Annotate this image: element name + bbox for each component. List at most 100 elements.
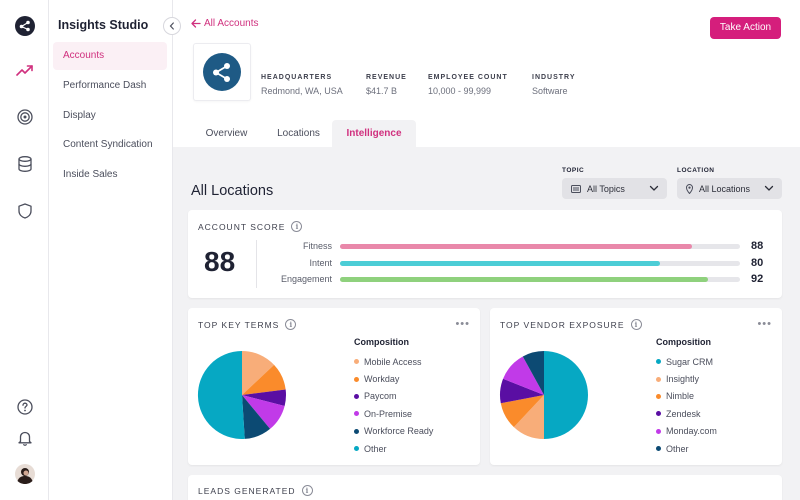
nav-item-accounts[interactable]: Accounts [53, 42, 167, 70]
legend-item: Mobile Access [354, 353, 433, 370]
score-bar-track [340, 277, 740, 282]
score-bar-label: Engagement [280, 274, 332, 284]
legend-item: Paycom [354, 388, 433, 405]
pie-slice [503, 356, 544, 395]
tab-overview[interactable]: Overview [205, 128, 248, 139]
legend-label: On-Premise [364, 408, 413, 419]
score-bar-label: Fitness [302, 241, 332, 251]
take-action-button[interactable]: Take Action [710, 17, 781, 39]
share-icon [203, 53, 241, 91]
info-icon[interactable]: i [630, 319, 642, 330]
nav-title: Insights Studio [58, 18, 149, 32]
nav-item-performance-dash[interactable]: Performance Dash [63, 80, 147, 91]
legend-item: Other [354, 440, 433, 457]
meta-employee-count: EMPLOYEE COUNT 10,000 - 99,999 [428, 74, 508, 96]
legend-swatch [656, 411, 661, 417]
meta-industry: INDUSTRY Software [532, 74, 576, 96]
score-bar-value: 92 [751, 273, 764, 285]
legend-item: Workday [354, 370, 433, 387]
info-icon[interactable]: i [291, 221, 303, 232]
legend-item: Other [656, 440, 717, 457]
chevron-left-icon [169, 22, 174, 30]
bell-icon[interactable] [0, 425, 49, 451]
location-filter-select[interactable]: All Locations [677, 178, 782, 199]
legend-item: Sugar CRM [656, 353, 717, 370]
pie-slice [544, 351, 588, 439]
avatar[interactable] [0, 461, 49, 487]
arrow-left-icon [191, 19, 201, 28]
card-title-text: TOP KEY TERMS [198, 319, 280, 330]
trending-up-icon[interactable] [0, 57, 49, 83]
database-icon[interactable] [0, 151, 49, 177]
divider [256, 240, 257, 288]
legend-title: Composition [656, 337, 711, 347]
app-logo-icon[interactable] [0, 13, 49, 39]
location-filter-label: LOCATION [677, 167, 715, 174]
more-options-icon[interactable]: ••• [757, 318, 772, 330]
legend-label: Paycom [364, 391, 397, 402]
info-icon[interactable]: i [301, 485, 313, 496]
legend-label: Zendesk [666, 408, 701, 419]
legend-swatch [656, 376, 661, 382]
legend-item: Insightly [656, 370, 717, 387]
score-bar-value: 88 [751, 240, 764, 252]
legend-label: Monday.com [666, 426, 717, 437]
info-icon[interactable]: i [285, 319, 297, 330]
legend-swatch [354, 393, 359, 399]
chevron-down-icon [764, 185, 774, 191]
key-terms-legend: Composition Mobile Access Workday Paycom… [354, 337, 433, 457]
meta-label: INDUSTRY [532, 74, 576, 81]
legend-label: Insightly [666, 374, 700, 385]
legend-swatch [656, 393, 661, 399]
legend-swatch [354, 446, 359, 452]
card-title-text: LEADS GENERATED [198, 485, 296, 496]
vendor-legend: Composition Sugar CRM Insightly Nimble Z… [656, 337, 717, 457]
legend-label: Other [666, 443, 689, 454]
collapse-nav-button[interactable] [163, 17, 181, 35]
meta-revenue: REVENUE $41.7 B [366, 74, 407, 96]
back-link[interactable]: All Accounts [191, 18, 258, 29]
main-content: All Accounts Take Action HEADQUARTERS Re… [173, 0, 800, 500]
shield-icon[interactable] [0, 198, 49, 224]
back-link-label: All Accounts [204, 18, 259, 29]
nav-item-content-syndication[interactable]: Content Syndication [63, 139, 153, 150]
legend-item: Zendesk [656, 405, 717, 422]
card-title-text: ACCOUNT SCORE [198, 221, 286, 232]
section-title: All Locations [191, 183, 274, 199]
legend-label: Workforce Ready [364, 426, 434, 437]
meta-label: REVENUE [366, 74, 407, 81]
tab-intelligence[interactable]: Intelligence [332, 120, 416, 147]
nav-item-inside-sales[interactable]: Inside Sales [63, 169, 118, 180]
card-title-text: TOP VENDOR EXPOSURE [500, 319, 625, 330]
list-icon [571, 184, 581, 193]
score-bar-value: 80 [751, 257, 764, 269]
meta-value: Software [532, 86, 568, 96]
nav-item-display[interactable]: Display [63, 110, 96, 121]
pie-slice [242, 364, 286, 395]
tab-locations[interactable]: Locations [277, 128, 320, 139]
score-bar-track [340, 261, 740, 266]
legend-label: Other [364, 443, 387, 454]
help-icon[interactable] [0, 394, 49, 420]
account-score-value: 88 [204, 246, 236, 277]
chevron-down-icon [649, 185, 659, 191]
meta-label: HEADQUARTERS [261, 74, 333, 81]
target-icon[interactable] [0, 104, 49, 130]
legend-title: Composition [354, 337, 409, 347]
meta-label: EMPLOYEE COUNT [428, 74, 508, 81]
legend-swatch [354, 411, 359, 417]
top-vendor-exposure-card: TOP VENDOR EXPOSURE i ••• Composition Su… [490, 308, 782, 465]
legend-item: Nimble [656, 388, 717, 405]
top-key-terms-card: TOP KEY TERMS i ••• Composition Mobile A… [188, 308, 480, 465]
pie-slice [242, 389, 286, 406]
account-score-title: ACCOUNT SCORE i [198, 221, 303, 232]
legend-label: Nimble [666, 391, 695, 402]
vendor-pie-chart [500, 351, 588, 439]
more-options-icon[interactable]: ••• [455, 318, 470, 330]
account-header [173, 0, 800, 147]
legend-swatch [656, 446, 661, 452]
topic-filter-select[interactable]: All Topics [562, 178, 667, 199]
meta-value: $41.7 B [366, 86, 398, 96]
location-filter-value: All Locations [699, 183, 751, 194]
pie-slice [522, 351, 544, 395]
